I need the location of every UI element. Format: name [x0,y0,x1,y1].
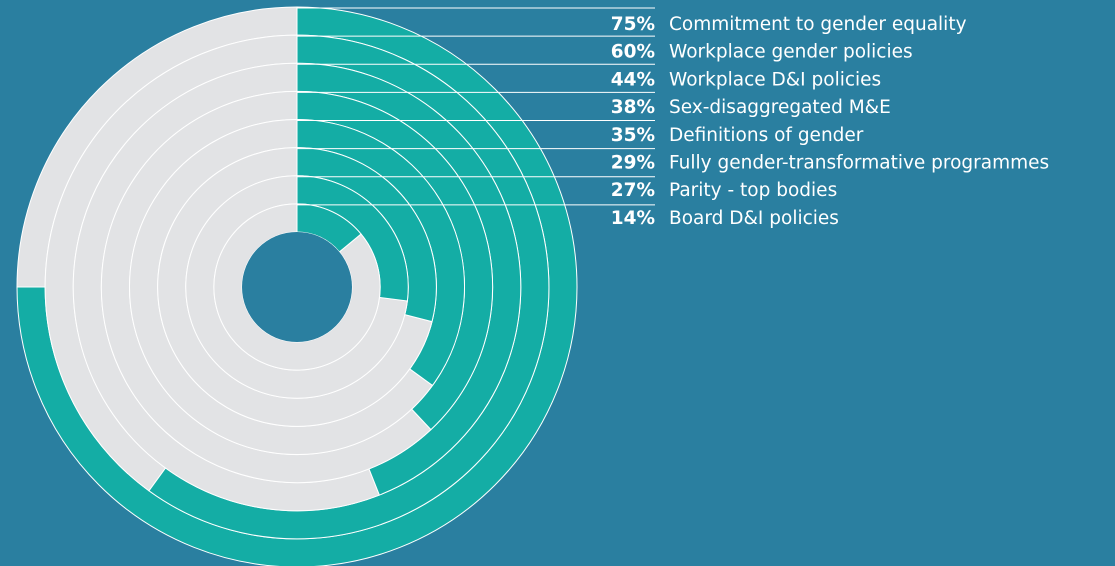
value-label-commitment-to-gender-equality: 75% [611,14,655,35]
rings-layer [16,6,578,566]
category-label-parity-top-bodies: Parity - top bodies [669,180,837,201]
value-label-parity-top-bodies: 27% [611,180,655,201]
value-label-workplace-dandi-policies: 44% [611,69,655,90]
legend: 75% Commitment to gender equality 60% Workp… [297,7,1049,229]
category-label-workplace-dandi-policies: Workplace D&I policies [669,69,881,90]
category-label-commitment-to-gender-equality: Commitment to gender equality [669,14,967,35]
value-label-definitions-of-gender: 35% [611,125,655,146]
category-label-board-dandi-policies: Board D&I policies [669,208,839,229]
center-hole [242,232,352,342]
value-label-fully-gender-transformative-programmes: 29% [611,153,655,174]
category-label-definitions-of-gender: Definitions of gender [669,125,864,146]
category-label-sex-disaggregated-mande: Sex-disaggregated M&E [669,97,891,118]
value-label-sex-disaggregated-mande: 38% [611,97,655,118]
category-label-workplace-gender-policies: Workplace gender policies [669,42,913,63]
value-label-workplace-gender-policies: 60% [611,42,655,63]
category-label-fully-gender-transformative-programmes: Fully gender-transformative programmes [669,153,1049,174]
ring-value-board-dandi-policies [296,203,362,253]
value-label-board-dandi-policies: 14% [611,208,655,229]
